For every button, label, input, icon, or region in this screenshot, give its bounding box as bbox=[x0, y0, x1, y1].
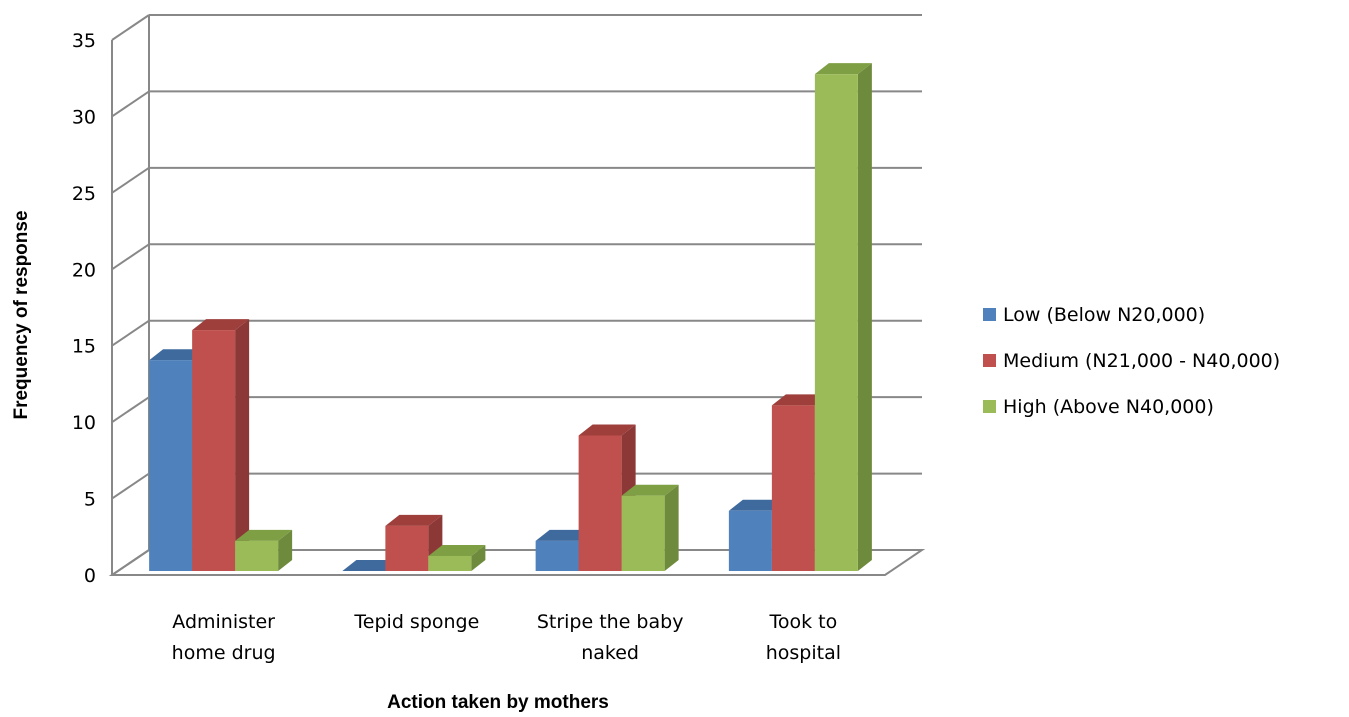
bars bbox=[149, 63, 872, 572]
bar bbox=[235, 529, 293, 571]
gridline-diagonal bbox=[111, 319, 150, 347]
gridline-diagonal bbox=[111, 243, 150, 271]
x-axis-title: Action taken by mothers bbox=[387, 692, 609, 713]
bar bbox=[814, 63, 872, 572]
bar-top bbox=[385, 514, 443, 526]
x-category-label: Tepid sponge bbox=[353, 611, 479, 633]
bar-front bbox=[728, 510, 772, 571]
bar bbox=[342, 560, 400, 571]
y-tick-label: 10 bbox=[72, 412, 96, 434]
gridline-diagonal bbox=[111, 396, 150, 423]
bar bbox=[428, 544, 486, 571]
bar-top bbox=[728, 499, 786, 511]
bar-front bbox=[235, 540, 279, 571]
bar-side bbox=[278, 529, 293, 571]
x-category-label: Administer home drug bbox=[172, 611, 276, 664]
bar-front bbox=[535, 540, 579, 571]
legend-label: Medium (N21,000 - N40,000) bbox=[1003, 350, 1280, 372]
gridline-diagonal bbox=[111, 90, 150, 118]
bar-side bbox=[857, 63, 872, 572]
y-tick-label: 20 bbox=[72, 259, 96, 281]
bar-front bbox=[771, 405, 815, 571]
gridline-diagonal bbox=[111, 549, 150, 576]
bar bbox=[621, 484, 679, 571]
legend-item: Low (Below N20,000) bbox=[983, 304, 1205, 326]
y-tick-labels: 0 5 10 15 20 25 30 35 bbox=[72, 30, 96, 587]
bar-top bbox=[235, 529, 293, 541]
bar-top bbox=[578, 424, 636, 436]
legend: Low (Below N20,000) Medium (N21,000 - N40… bbox=[983, 304, 1280, 418]
x-category-label: Stripe the baby naked bbox=[537, 611, 684, 664]
bar-top bbox=[814, 63, 872, 75]
bar-front bbox=[385, 525, 429, 571]
bar-front bbox=[814, 74, 858, 572]
legend-swatch bbox=[983, 400, 996, 413]
bar bbox=[385, 514, 443, 571]
bar-side bbox=[664, 484, 679, 571]
legend-swatch bbox=[983, 354, 996, 367]
gridlines bbox=[111, 14, 922, 576]
bar-top bbox=[771, 394, 829, 406]
gridline-diagonal bbox=[111, 472, 150, 500]
bar-side bbox=[235, 319, 250, 571]
y-axis-title: Frequency of response bbox=[11, 210, 32, 419]
legend-item: High (Above N40,000) bbox=[983, 396, 1214, 418]
y-tick-label: 15 bbox=[72, 336, 96, 358]
gridline-diagonal bbox=[111, 167, 150, 194]
bar-side bbox=[471, 544, 486, 571]
y-tick-label: 5 bbox=[84, 489, 96, 511]
x-category-labels: Administer home drug Tepid sponge Stripe th… bbox=[172, 611, 841, 664]
y-tick-label: 35 bbox=[72, 30, 96, 52]
bar-front bbox=[428, 555, 472, 571]
y-tick-label: 0 bbox=[84, 565, 96, 587]
bar-front bbox=[192, 330, 236, 571]
bar-top bbox=[428, 544, 486, 556]
bar-front bbox=[578, 435, 622, 571]
legend-label: High (Above N40,000) bbox=[1003, 396, 1214, 418]
bar-top bbox=[342, 560, 400, 571]
bar-top bbox=[192, 319, 250, 331]
legend-item: Medium (N21,000 - N40,000) bbox=[983, 350, 1280, 372]
bar-top bbox=[535, 529, 593, 541]
bar-top bbox=[621, 484, 679, 496]
bar-top bbox=[149, 349, 207, 361]
y-tick-label: 25 bbox=[72, 183, 96, 205]
legend-swatch bbox=[983, 308, 996, 321]
bar-front bbox=[149, 360, 193, 571]
bar-front bbox=[621, 495, 665, 571]
x-category-label: Took to hospital bbox=[766, 611, 841, 664]
gridline-diagonal bbox=[111, 14, 150, 41]
legend-label: Low (Below N20,000) bbox=[1003, 304, 1205, 326]
y-tick-label: 30 bbox=[72, 106, 96, 128]
bar bbox=[192, 319, 250, 571]
